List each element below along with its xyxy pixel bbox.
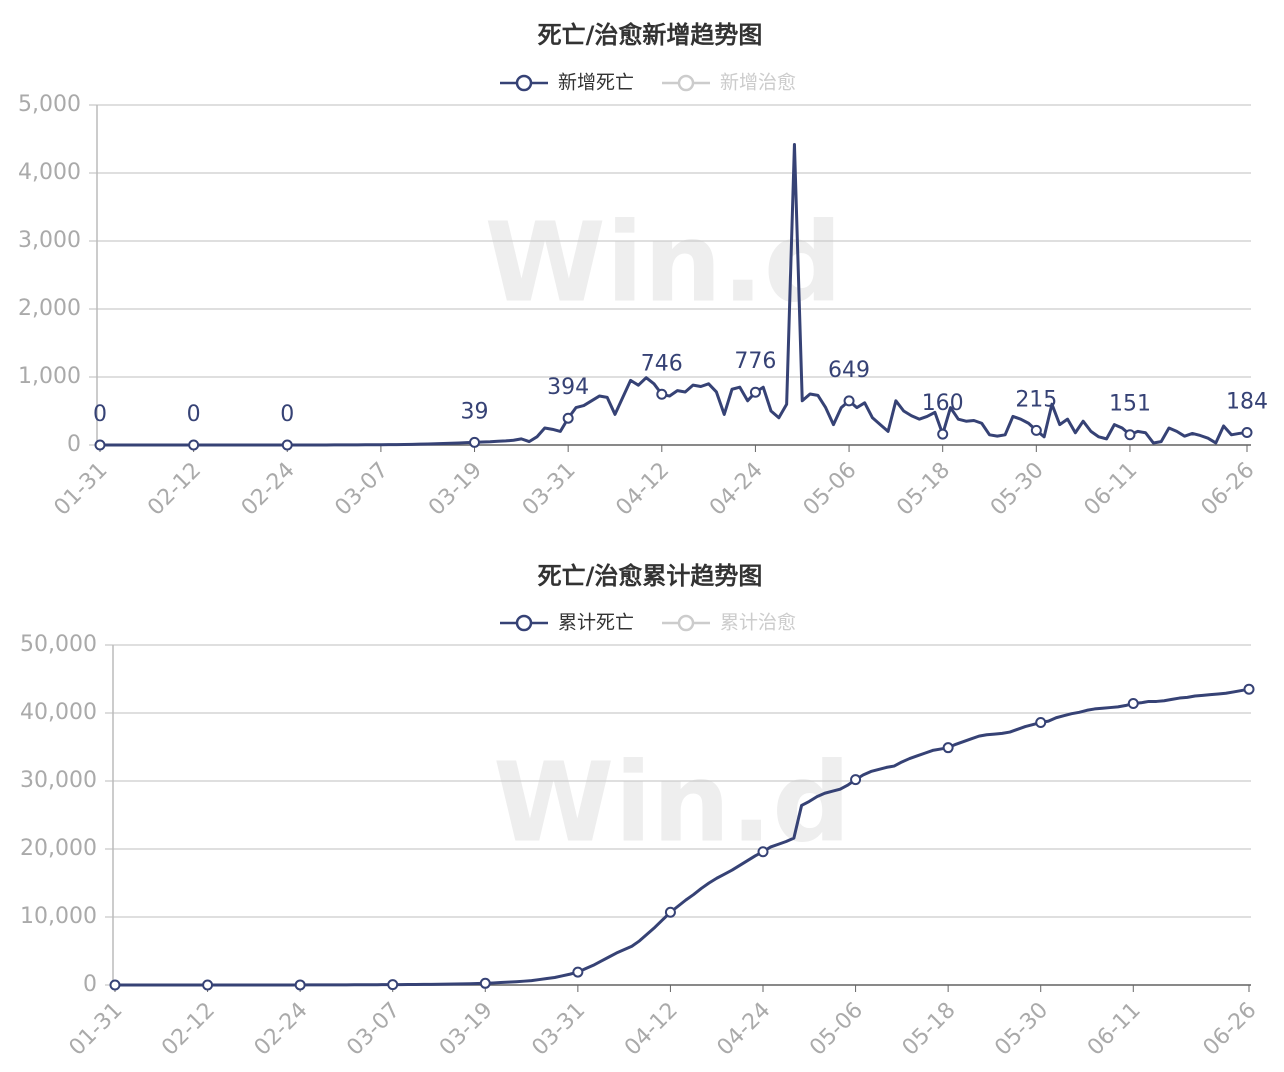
point-marker [188, 439, 200, 451]
y-tick-label: 0 [83, 972, 97, 997]
legend-swatch [677, 614, 695, 632]
x-tick-label: 03-31 [527, 998, 590, 1061]
y-tick-label: 5,000 [18, 92, 81, 117]
legend-label: 新增死亡 [558, 72, 634, 94]
point-marker [387, 979, 399, 991]
data-label: 184 [1226, 389, 1268, 414]
data-label: 0 [93, 402, 107, 427]
x-tick-label: 01-31 [65, 998, 128, 1061]
x-tick-label: 06-11 [1080, 458, 1143, 521]
x-tick-label: 06-26 [1199, 998, 1262, 1061]
x-tick-label: 02-24 [250, 998, 313, 1061]
y-tick-label: 10,000 [20, 904, 97, 929]
watermark: Win.d [493, 738, 851, 866]
x-tick-label: 02-12 [143, 458, 206, 521]
data-label: 0 [187, 402, 201, 427]
x-tick-label: 04-24 [705, 458, 768, 521]
x-tick-label: 05-30 [990, 998, 1053, 1061]
point-marker [1124, 429, 1136, 441]
y-tick-label: 50,000 [20, 632, 97, 657]
legend-label: 累计死亡 [558, 612, 634, 634]
watermark: Win.d [485, 198, 843, 326]
data-label: 776 [734, 349, 776, 374]
point-marker [109, 979, 121, 991]
x-tick-label: 05-06 [805, 998, 868, 1061]
data-label: 746 [641, 351, 683, 376]
point-marker [562, 412, 574, 424]
legend-swatch [515, 74, 533, 92]
data-label: 39 [461, 399, 489, 424]
x-tick-label: 03-07 [342, 998, 405, 1061]
chart-title: 死亡/治愈累计趋势图 [538, 562, 763, 590]
x-tick-label: 03-19 [424, 458, 487, 521]
data-label: 649 [828, 358, 870, 383]
y-tick-label: 40,000 [20, 700, 97, 725]
y-tick-label: 2,000 [18, 296, 81, 321]
point-marker [850, 774, 862, 786]
point-marker [1241, 426, 1253, 438]
point-marker [479, 977, 491, 989]
data-label: 215 [1015, 387, 1057, 412]
chart-title: 死亡/治愈新增趋势图 [538, 21, 763, 49]
x-tick-label: 03-07 [330, 458, 393, 521]
x-tick-label: 05-06 [799, 458, 862, 521]
point-marker [469, 436, 481, 448]
point-marker [664, 906, 676, 918]
legend-swatch [677, 74, 695, 92]
y-tick-label: 3,000 [18, 228, 81, 253]
point-marker [281, 439, 293, 451]
y-tick-label: 20,000 [20, 836, 97, 861]
x-tick-label: 05-18 [892, 458, 955, 521]
x-tick-label: 06-11 [1083, 998, 1146, 1061]
y-tick-label: 4,000 [18, 160, 81, 185]
legend-label: 累计治愈 [720, 612, 796, 634]
y-tick-label: 1,000 [18, 364, 81, 389]
point-marker [942, 742, 954, 754]
data-label: 394 [547, 375, 589, 400]
point-marker [572, 966, 584, 978]
x-tick-label: 05-30 [986, 458, 1049, 521]
x-tick-label: 04-12 [620, 998, 683, 1061]
x-tick-label: 05-18 [898, 998, 961, 1061]
x-tick-label: 03-31 [518, 458, 581, 521]
data-label: 151 [1109, 392, 1151, 417]
x-tick-label: 02-24 [237, 458, 300, 521]
point-marker [1030, 424, 1042, 436]
legend-swatch [515, 614, 533, 632]
point-marker [757, 846, 769, 858]
point-marker [294, 979, 306, 991]
point-marker [94, 439, 106, 451]
point-marker [1243, 683, 1255, 695]
point-marker [656, 388, 668, 400]
point-marker [1035, 717, 1047, 729]
x-tick-label: 03-19 [435, 998, 498, 1061]
point-marker [937, 428, 949, 440]
point-marker [1127, 697, 1139, 709]
x-tick-label: 04-24 [713, 998, 776, 1061]
y-tick-label: 30,000 [20, 768, 97, 793]
legend-label: 新增治愈 [720, 72, 796, 94]
point-marker [202, 979, 214, 991]
x-tick-label: 04-12 [611, 458, 674, 521]
x-tick-label: 06-26 [1197, 458, 1260, 521]
point-marker [749, 386, 761, 398]
point-marker [843, 395, 855, 407]
data-label: 160 [922, 391, 964, 416]
x-tick-label: 01-31 [50, 458, 113, 521]
data-label: 0 [280, 402, 294, 427]
y-tick-label: 0 [67, 432, 81, 457]
x-tick-label: 02-12 [157, 998, 220, 1061]
